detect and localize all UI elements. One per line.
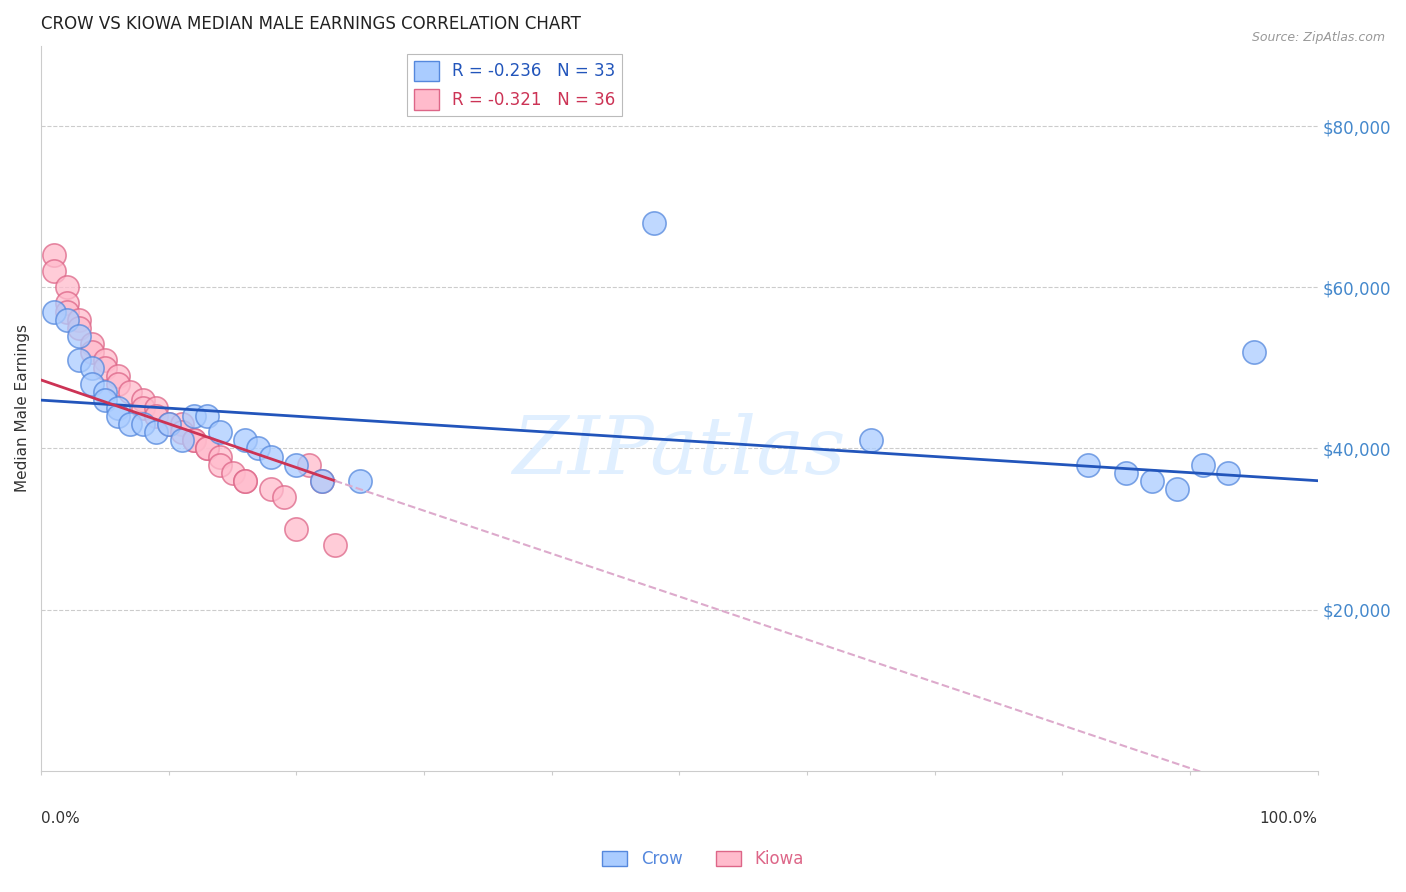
Y-axis label: Median Male Earnings: Median Male Earnings xyxy=(15,324,30,492)
Point xyxy=(1243,344,1265,359)
Point xyxy=(94,385,117,400)
Point xyxy=(285,458,308,472)
Text: 100.0%: 100.0% xyxy=(1260,811,1317,826)
Point xyxy=(285,522,308,536)
Point xyxy=(1140,474,1163,488)
Point xyxy=(42,304,65,318)
Point xyxy=(94,352,117,367)
Point xyxy=(183,434,205,448)
Point xyxy=(170,434,193,448)
Point xyxy=(157,417,180,432)
Point xyxy=(120,417,142,432)
Point xyxy=(311,474,333,488)
Point xyxy=(1166,482,1188,496)
Point xyxy=(132,417,155,432)
Point xyxy=(82,377,104,392)
Point xyxy=(145,401,167,416)
Point xyxy=(298,458,321,472)
Text: CROW VS KIOWA MEDIAN MALE EARNINGS CORRELATION CHART: CROW VS KIOWA MEDIAN MALE EARNINGS CORRE… xyxy=(41,15,581,33)
Point xyxy=(195,409,218,424)
Point xyxy=(859,434,882,448)
Point xyxy=(643,216,665,230)
Point xyxy=(107,368,129,383)
Point xyxy=(157,417,180,432)
Text: ZIPatlas: ZIPatlas xyxy=(513,413,846,491)
Point xyxy=(349,474,371,488)
Point xyxy=(94,360,117,375)
Point xyxy=(67,328,90,343)
Point xyxy=(1077,458,1099,472)
Point xyxy=(233,474,256,488)
Point xyxy=(170,417,193,432)
Point xyxy=(1115,466,1137,480)
Point xyxy=(170,425,193,440)
Point xyxy=(247,442,270,456)
Point xyxy=(132,401,155,416)
Point xyxy=(183,409,205,424)
Point xyxy=(233,434,256,448)
Point xyxy=(42,248,65,262)
Point xyxy=(233,474,256,488)
Point xyxy=(1218,466,1240,480)
Point xyxy=(82,360,104,375)
Point xyxy=(67,352,90,367)
Point xyxy=(323,538,346,552)
Point xyxy=(208,425,231,440)
Point xyxy=(273,490,295,504)
Legend: R = -0.236   N = 33, R = -0.321   N = 36: R = -0.236 N = 33, R = -0.321 N = 36 xyxy=(406,54,621,116)
Point xyxy=(107,409,129,424)
Point xyxy=(107,401,129,416)
Text: Source: ZipAtlas.com: Source: ZipAtlas.com xyxy=(1251,31,1385,45)
Point xyxy=(145,425,167,440)
Point xyxy=(82,336,104,351)
Point xyxy=(208,458,231,472)
Point xyxy=(260,450,283,464)
Point xyxy=(311,474,333,488)
Point xyxy=(183,434,205,448)
Point xyxy=(55,280,77,294)
Point xyxy=(42,264,65,278)
Point xyxy=(208,450,231,464)
Point xyxy=(55,304,77,318)
Point xyxy=(120,385,142,400)
Point xyxy=(195,442,218,456)
Point xyxy=(1191,458,1213,472)
Point xyxy=(132,393,155,408)
Point xyxy=(195,442,218,456)
Text: 0.0%: 0.0% xyxy=(41,811,80,826)
Point xyxy=(145,409,167,424)
Point xyxy=(94,393,117,408)
Point xyxy=(107,377,129,392)
Point xyxy=(55,296,77,310)
Point xyxy=(67,312,90,326)
Point xyxy=(260,482,283,496)
Point xyxy=(67,320,90,334)
Point xyxy=(82,344,104,359)
Point xyxy=(55,312,77,326)
Legend: Crow, Kiowa: Crow, Kiowa xyxy=(596,844,810,875)
Point xyxy=(221,466,243,480)
